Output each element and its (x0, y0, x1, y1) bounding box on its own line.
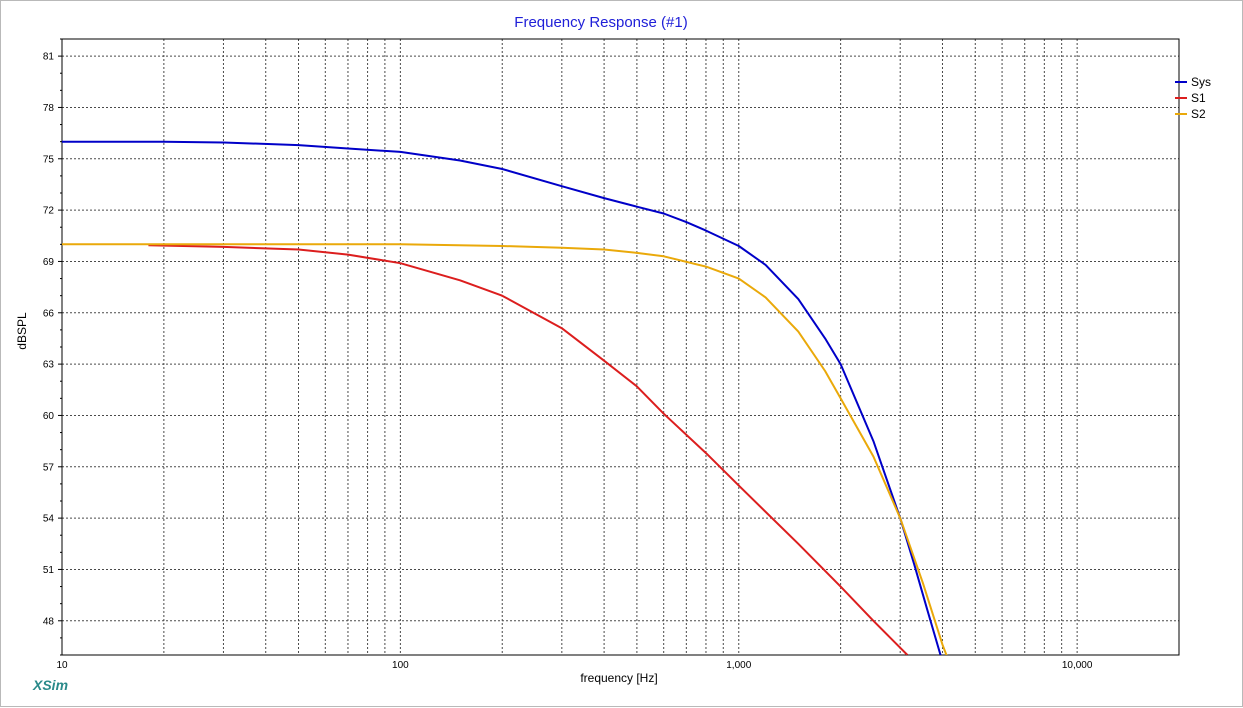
legend-label: S2 (1191, 107, 1206, 121)
y-tick-label: 81 (43, 52, 55, 63)
y-tick-label: 78 (43, 103, 55, 114)
legend-swatch (1175, 81, 1187, 83)
y-tick-label: 75 (43, 154, 55, 165)
y-tick-label: 60 (43, 411, 55, 422)
series-line-sys (62, 140, 942, 655)
series-line-s1 (148, 244, 909, 655)
x-tick-label: 1,000 (726, 660, 751, 671)
x-tick-label: 100 (392, 660, 409, 671)
y-tick-label: 54 (43, 514, 55, 525)
x-tick-label: 10 (56, 660, 68, 671)
app-logo: XSim (33, 677, 69, 693)
y-tick-label: 72 (43, 206, 55, 217)
legend-item-s2: S2 (1175, 106, 1211, 122)
y-tick-label: 57 (43, 462, 55, 473)
legend-swatch (1175, 113, 1187, 115)
x-axis-label: frequency [Hz] (580, 671, 658, 685)
y-tick-label: 66 (43, 308, 55, 319)
y-axis-label: dBSPL (15, 312, 29, 350)
legend-label: S1 (1191, 91, 1206, 105)
plot-area-border (61, 38, 1180, 656)
x-tick-label: 10,000 (1062, 660, 1093, 671)
legend-item-sys: Sys (1175, 74, 1211, 90)
y-tick-label: 63 (43, 360, 55, 371)
series-line-s2 (62, 243, 948, 655)
y-tick-label: 51 (43, 565, 55, 576)
legend: Sys S1 S2 (1175, 74, 1211, 122)
y-tick-label: 69 (43, 257, 55, 268)
legend-item-s1: S1 (1175, 90, 1211, 106)
y-tick-label: 48 (43, 616, 55, 627)
legend-swatch (1175, 97, 1187, 99)
chart-title: Frequency Response (#1) (514, 14, 688, 31)
legend-label: Sys (1191, 75, 1212, 89)
